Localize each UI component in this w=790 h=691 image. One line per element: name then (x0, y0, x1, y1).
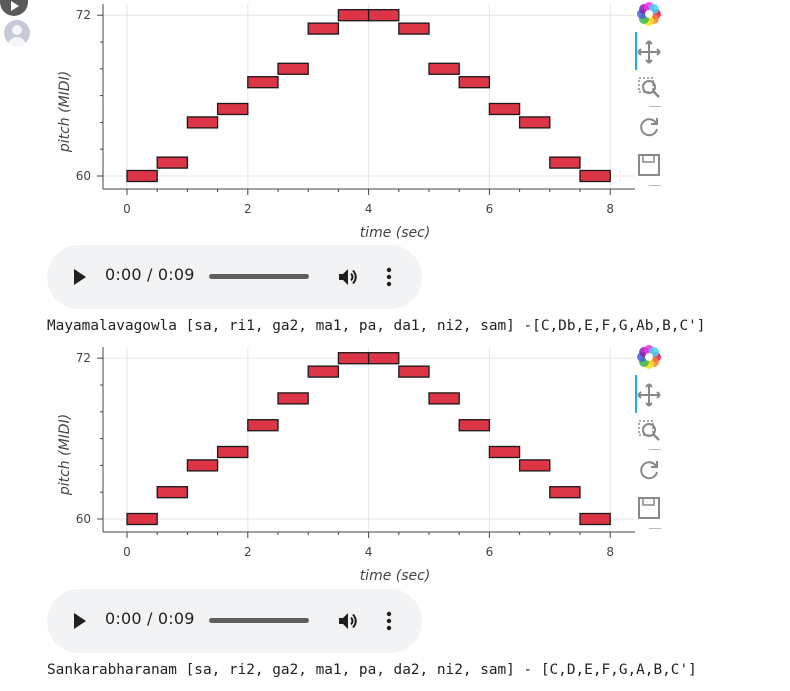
x-tick-label: 4 (365, 202, 373, 216)
audio-time-display: 0:00 / 0:09 (105, 265, 195, 284)
note-bar (428, 62, 460, 75)
note-bar (216, 445, 249, 459)
audio-player-1[interactable]: 0:00 / 0:09 (47, 245, 422, 309)
bokeh-logo-icon[interactable] (635, 343, 663, 371)
note-bar (398, 365, 430, 378)
raga-caption-1: Mayamalavagowla [sa, ri1, ga2, ma1, pa, … (47, 318, 706, 334)
pan-icon[interactable] (635, 381, 663, 409)
reset-icon[interactable] (635, 113, 663, 141)
audio-player-2[interactable]: 0:00 / 0:09 (47, 589, 422, 653)
y-axis-label: pitch (MIDI) (57, 71, 73, 153)
note-bar (247, 76, 279, 89)
raga-caption-2: Sankarabharanam [sa, ri2, ga2, ma1, pa, … (47, 662, 697, 678)
note-bar (307, 22, 340, 35)
note-bar (337, 9, 370, 22)
note-bar (126, 512, 158, 526)
save-icon[interactable] (635, 494, 663, 522)
x-axis-label: time (sec) (360, 568, 431, 584)
x-tick-label: 8 (606, 545, 614, 559)
x-tick-label: 0 (123, 202, 131, 216)
toolbar-separator (649, 106, 661, 107)
toolbar-separator (649, 528, 661, 529)
x-tick-label: 2 (244, 545, 252, 559)
audio-seek-bar[interactable] (209, 618, 309, 623)
note-bar (367, 352, 400, 365)
x-tick-label: 6 (486, 202, 494, 216)
toolbar-separator (649, 449, 661, 450)
x-tick-label: 0 (123, 545, 131, 559)
note-bar (549, 486, 581, 499)
save-icon[interactable] (635, 151, 663, 179)
note-bar (126, 169, 158, 183)
y-tick-label: 72 (76, 8, 91, 22)
note-bar (579, 512, 611, 526)
piano-roll-plot-1[interactable]: 0 2 4 6 8 60 72 time (sec) pitch (MIDI) (55, 0, 675, 245)
reset-icon[interactable] (635, 456, 663, 484)
active-tool-indicator (635, 32, 637, 70)
piano-roll-chart-1: 0 2 4 6 8 60 72 time (sec) pitch (MIDI) (57, 4, 635, 241)
play-icon[interactable] (69, 611, 89, 631)
volume-icon[interactable] (336, 265, 360, 289)
audio-time-display: 0:00 / 0:09 (105, 609, 195, 628)
pan-icon[interactable] (635, 38, 663, 66)
note-bar (458, 419, 491, 432)
note-bar (337, 352, 370, 365)
note-bar (549, 156, 581, 169)
note-bar (398, 22, 430, 35)
y-tick-label: 60 (76, 512, 91, 526)
note-bar (277, 62, 309, 75)
y-tick-label: 60 (76, 169, 91, 183)
bokeh-logo-icon[interactable] (635, 0, 663, 28)
note-bar (458, 76, 491, 89)
more-options-icon[interactable] (382, 265, 396, 289)
note-bar (518, 459, 551, 472)
note-bar (307, 365, 340, 378)
active-tool-indicator (635, 375, 637, 413)
note-bar (186, 116, 219, 129)
toolbar-separator (649, 185, 661, 186)
note-bar (247, 419, 279, 432)
note-bar (367, 9, 400, 22)
note-bar (579, 169, 611, 183)
note-bar (156, 486, 189, 499)
user-avatar-icon (4, 20, 30, 46)
more-options-icon[interactable] (382, 609, 396, 633)
x-tick-label: 6 (486, 545, 494, 559)
volume-icon[interactable] (336, 609, 360, 633)
note-bar (488, 445, 521, 459)
x-tick-label: 8 (606, 202, 614, 216)
y-axis-label: pitch (MIDI) (57, 414, 73, 496)
note-bar (277, 392, 309, 405)
piano-roll-chart-2: 0 2 4 6 8 60 72 time (sec) pitch (MIDI) (57, 347, 635, 584)
x-tick-label: 4 (365, 545, 373, 559)
x-tick-label: 2 (244, 202, 252, 216)
x-axis-label: time (sec) (360, 225, 431, 241)
note-bar (488, 102, 521, 116)
note-bar (156, 156, 189, 169)
note-bar (518, 116, 551, 129)
plot-toolbar-1 (635, 0, 671, 190)
plot-toolbar-2 (635, 343, 671, 533)
y-tick-label: 72 (76, 351, 91, 365)
note-bar (216, 102, 249, 116)
audio-seek-bar[interactable] (209, 274, 309, 279)
box-zoom-icon[interactable] (635, 74, 663, 102)
piano-roll-plot-2[interactable]: 0 2 4 6 8 60 72 time (sec) pitch (MIDI) (55, 343, 675, 588)
note-bar (186, 459, 219, 472)
run-cell-icon[interactable] (0, 0, 28, 16)
play-icon[interactable] (69, 267, 89, 287)
box-zoom-icon[interactable] (635, 417, 663, 445)
note-bar (428, 392, 460, 405)
